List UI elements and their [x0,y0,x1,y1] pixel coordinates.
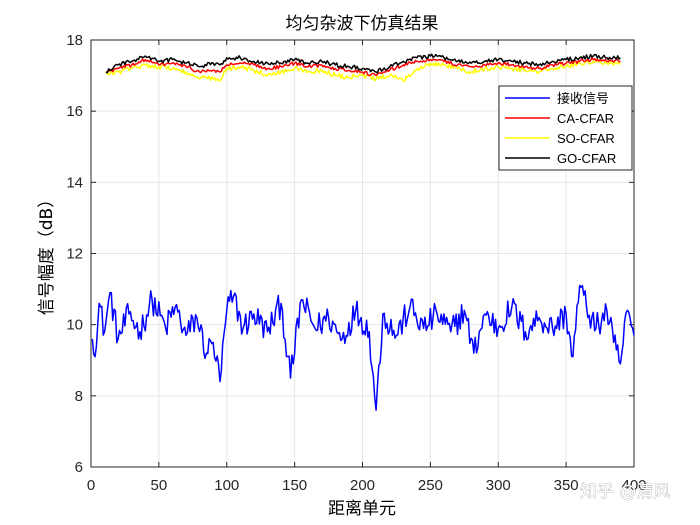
y-tick-label: 8 [75,388,83,405]
x-axis-label: 距离单元 [328,499,396,519]
legend-label-3: GO-CFAR [557,151,616,166]
y-tick-label: 16 [66,103,83,120]
chart-title: 均匀杂波下仿真结果 [286,14,439,34]
series-line-3 [105,53,621,74]
legend: 接收信号 CA-CFAR SO-CFAR GO-CFAR [498,85,633,171]
x-tick-label: 150 [282,477,307,494]
y-tick-label: 10 [66,317,83,334]
x-tick-label: 50 [151,477,168,494]
series-layer [91,53,635,411]
legend-label-2: SO-CFAR [557,131,615,146]
legend-label-1: CA-CFAR [557,111,614,126]
grid-lines [91,40,634,467]
x-tick-label: 200 [350,477,375,494]
axis-ticks: 0 50 100 150 200 250 300 350 400 6 8 10 12 14 16 18 [66,32,646,494]
y-tick-label: 14 [66,174,83,191]
x-tick-label: 0 [87,477,95,494]
y-tick-label: 6 [75,459,83,476]
x-tick-label: 350 [554,477,579,494]
x-tick-label: 300 [486,477,511,494]
y-tick-label: 18 [66,32,83,49]
x-tick-label: 250 [418,477,443,494]
watermark-text: 知乎 @清风 [580,482,670,502]
series-line-2 [105,59,621,83]
y-axis-label: 信号幅度（dB） [37,191,57,315]
y-tick-label: 12 [66,246,83,263]
legend-label-0: 接收信号 [557,91,609,106]
series-line-1 [105,57,621,77]
legend-box [498,85,633,171]
x-tick-label: 400 [621,477,646,494]
series-line-0 [91,284,635,411]
x-tick-label: 100 [214,477,239,494]
